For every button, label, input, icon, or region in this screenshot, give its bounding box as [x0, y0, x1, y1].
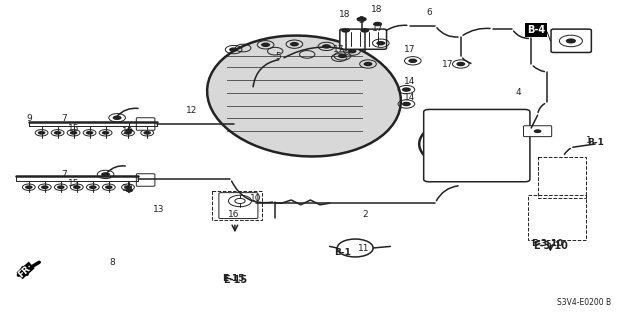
Circle shape — [229, 47, 238, 52]
Circle shape — [125, 188, 133, 192]
Bar — [538, 157, 586, 198]
Text: E-15: E-15 — [223, 275, 247, 285]
Circle shape — [38, 131, 45, 135]
Circle shape — [364, 62, 372, 66]
Text: B-4: B-4 — [527, 25, 545, 36]
Text: 13: 13 — [153, 205, 164, 214]
Text: 16: 16 — [228, 210, 239, 219]
Circle shape — [461, 138, 486, 150]
Circle shape — [261, 43, 270, 47]
Text: B-1: B-1 — [587, 138, 604, 147]
Circle shape — [348, 49, 356, 53]
Circle shape — [41, 185, 49, 189]
Text: 19: 19 — [122, 127, 134, 136]
Circle shape — [101, 172, 110, 177]
Circle shape — [356, 17, 367, 22]
Text: 17: 17 — [442, 60, 454, 68]
Text: 1: 1 — [586, 136, 591, 145]
Circle shape — [534, 129, 541, 133]
Circle shape — [376, 41, 385, 45]
Text: 19: 19 — [122, 184, 134, 193]
Circle shape — [89, 185, 97, 189]
Circle shape — [124, 185, 132, 189]
Circle shape — [360, 28, 369, 33]
Text: 2: 2 — [362, 210, 367, 219]
FancyBboxPatch shape — [136, 174, 155, 186]
Text: 5: 5 — [276, 52, 281, 60]
Circle shape — [86, 131, 93, 135]
Circle shape — [57, 185, 65, 189]
Text: 8: 8 — [109, 258, 115, 267]
Text: B-4: B-4 — [529, 29, 546, 38]
FancyBboxPatch shape — [219, 193, 258, 219]
Bar — [528, 195, 586, 240]
Text: 17: 17 — [372, 24, 383, 33]
Text: E-3-10: E-3-10 — [531, 239, 563, 248]
Text: 17: 17 — [333, 45, 345, 54]
FancyBboxPatch shape — [340, 29, 387, 49]
Circle shape — [105, 185, 113, 189]
Circle shape — [143, 131, 151, 135]
Text: 15: 15 — [68, 124, 79, 132]
Text: 9: 9 — [26, 114, 31, 123]
Circle shape — [54, 131, 61, 135]
Circle shape — [102, 131, 109, 135]
Text: FR·: FR· — [17, 261, 35, 279]
Text: B-4: B-4 — [527, 25, 545, 36]
Bar — [212, 191, 262, 220]
Text: 18: 18 — [339, 10, 350, 19]
Circle shape — [341, 28, 350, 33]
FancyBboxPatch shape — [524, 126, 552, 137]
Text: B-1: B-1 — [334, 248, 351, 257]
FancyBboxPatch shape — [424, 109, 530, 182]
Circle shape — [73, 185, 81, 189]
Circle shape — [566, 38, 576, 44]
Text: E-3-10: E-3-10 — [533, 241, 568, 252]
Text: 7: 7 — [61, 170, 67, 179]
FancyBboxPatch shape — [551, 29, 591, 52]
Text: S3V4-E0200 B: S3V4-E0200 B — [557, 298, 611, 307]
Text: 3: 3 — [359, 16, 364, 25]
Text: 11: 11 — [358, 244, 369, 252]
Circle shape — [338, 54, 347, 58]
Circle shape — [402, 87, 411, 92]
Circle shape — [113, 116, 122, 120]
Text: 12: 12 — [186, 106, 198, 115]
Text: 14: 14 — [404, 93, 415, 102]
Circle shape — [408, 59, 417, 63]
Circle shape — [70, 131, 77, 135]
Circle shape — [124, 131, 132, 135]
Text: 10: 10 — [250, 194, 262, 203]
Circle shape — [373, 22, 382, 26]
Text: 6: 6 — [426, 8, 431, 17]
Circle shape — [456, 62, 465, 66]
Circle shape — [290, 42, 299, 46]
Text: 14: 14 — [404, 77, 415, 86]
Text: 7: 7 — [61, 114, 67, 123]
Circle shape — [322, 44, 331, 49]
Text: 4: 4 — [516, 88, 521, 97]
Text: 17: 17 — [404, 45, 415, 54]
Text: E-15: E-15 — [223, 274, 244, 283]
Text: 18: 18 — [371, 5, 382, 14]
Circle shape — [25, 185, 33, 189]
Ellipse shape — [207, 36, 401, 156]
Circle shape — [125, 129, 133, 132]
Circle shape — [402, 102, 411, 106]
FancyBboxPatch shape — [136, 118, 155, 130]
Text: 15: 15 — [68, 179, 79, 188]
